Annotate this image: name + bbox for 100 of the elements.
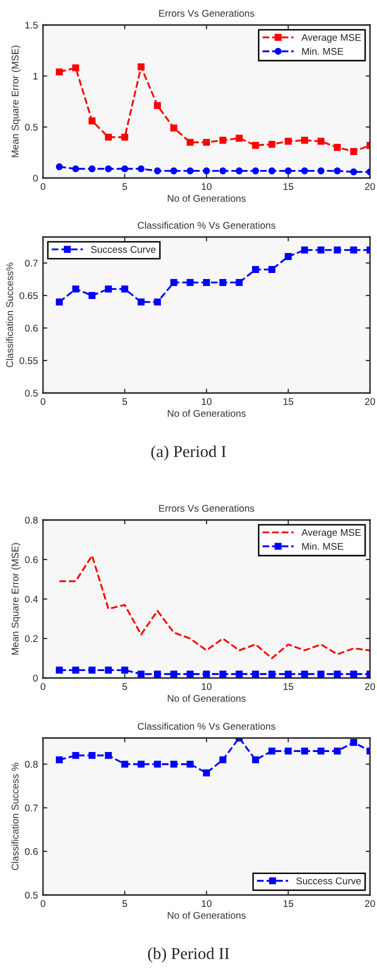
x-tick-label: 20	[365, 183, 376, 190]
y-tick-label: 0.55	[20, 357, 38, 364]
point	[317, 748, 324, 755]
point	[219, 756, 226, 764]
y-tick-label: 0.5	[25, 892, 38, 899]
point	[104, 134, 112, 141]
point	[317, 138, 324, 145]
y-tick-label: 0.5	[25, 390, 38, 397]
y-tick-label: 0.8	[25, 760, 38, 768]
point	[350, 168, 358, 176]
point	[252, 266, 260, 273]
point	[186, 279, 194, 286]
point	[203, 279, 210, 286]
point	[56, 756, 63, 764]
point	[154, 167, 161, 174]
text: (b) Period II	[148, 947, 230, 963]
y-tick-label: 0.6	[25, 556, 38, 564]
y-tick-label: 0.7	[25, 804, 38, 812]
point	[170, 167, 178, 174]
point	[72, 286, 80, 292]
text: (a) Period I	[151, 445, 226, 461]
point	[334, 167, 341, 174]
x-tick-label: 10	[202, 900, 212, 907]
x-tick-label: 15	[284, 183, 294, 190]
point	[317, 246, 324, 254]
point	[301, 136, 308, 144]
point	[334, 246, 341, 254]
legend-label: Min. MSE	[302, 48, 344, 55]
x-tick-label: 20	[365, 683, 376, 690]
point	[138, 298, 145, 306]
legend-label: Average MSE	[301, 34, 361, 43]
line-series	[58, 554, 370, 660]
point	[301, 246, 308, 254]
x-tick-label: 5	[122, 183, 128, 190]
x-tick-label: 10	[202, 183, 212, 190]
point	[203, 769, 210, 776]
y-tick-label: 1.5	[25, 22, 38, 29]
point	[186, 138, 194, 146]
point	[72, 752, 80, 759]
legend-label: Min. MSE	[302, 542, 344, 550]
y-tick-label: 0.65	[20, 292, 38, 300]
point	[138, 165, 145, 172]
legend-label: Success Curve	[296, 877, 361, 884]
point	[104, 286, 112, 292]
point	[236, 167, 243, 174]
x-tick-label: 5	[122, 900, 128, 907]
y-tick-label: 1	[33, 72, 38, 80]
point	[219, 167, 226, 174]
point	[236, 134, 243, 142]
point	[317, 167, 324, 174]
point	[104, 165, 112, 172]
point	[284, 138, 292, 145]
legend-label: Average MSE	[301, 529, 361, 538]
x-tick-label: 20	[365, 398, 376, 405]
y-tick-label: 0.7	[25, 260, 38, 267]
chart-title: Classification % Vs Generations	[138, 222, 276, 229]
point	[268, 266, 276, 273]
y-axis-title: Mean Square Error (MSE)	[11, 46, 20, 158]
point	[268, 167, 276, 174]
x-axis-title: No of Generations	[168, 912, 246, 919]
x-tick-label: 0	[40, 900, 46, 907]
point	[104, 752, 112, 759]
y-tick-label: 0.2	[25, 635, 38, 642]
point	[284, 253, 292, 260]
x-axis-title: No of Generations	[168, 694, 246, 702]
x-tick-label: 15	[284, 683, 294, 690]
x-tick-label: 5	[122, 398, 128, 405]
x-tick-label: 20	[365, 900, 376, 907]
y-tick-label: 0.6	[25, 324, 38, 332]
point	[186, 167, 194, 174]
point	[252, 142, 260, 149]
point	[219, 279, 226, 286]
point	[350, 738, 358, 746]
point	[72, 165, 80, 172]
point	[284, 748, 292, 755]
y-tick-label: 0.6	[25, 848, 38, 856]
x-tick-label: 10	[202, 398, 212, 405]
point	[56, 298, 63, 306]
point	[170, 124, 178, 132]
y-axis-title: Classification Success%	[6, 262, 14, 368]
x-axis-title: No of Generations	[168, 410, 246, 417]
point	[154, 298, 161, 306]
point	[121, 760, 128, 768]
x-tick-label: 0	[40, 398, 46, 405]
point	[203, 138, 210, 146]
point	[121, 165, 128, 172]
x-tick-label: 15	[284, 398, 294, 405]
chart-title: Errors Vs Generations	[159, 504, 254, 512]
chart-title: Classification % Vs Generations	[138, 722, 276, 730]
y-tick-label: 0	[33, 174, 38, 182]
y-tick-label: 0	[33, 674, 38, 682]
x-tick-label: 15	[284, 900, 294, 907]
point	[334, 748, 341, 755]
point	[88, 165, 96, 172]
point	[56, 163, 63, 170]
point	[121, 134, 128, 141]
x-axis-title: No of Generations	[168, 194, 246, 202]
point	[88, 292, 96, 299]
y-axis-title: Classification Success %	[11, 762, 19, 870]
point	[350, 148, 358, 155]
